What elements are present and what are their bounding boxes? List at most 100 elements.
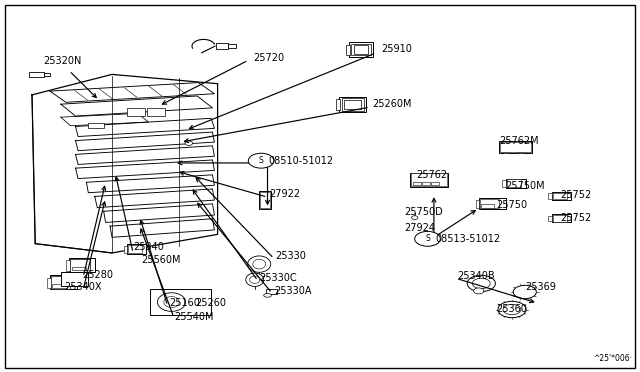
Bar [506, 179, 526, 188]
Text: 08513-51012: 08513-51012 [435, 234, 500, 244]
Bar [44, 73, 50, 76]
Text: 25340B: 25340B [458, 271, 495, 281]
Ellipse shape [498, 301, 526, 318]
Text: 25369: 25369 [525, 282, 556, 292]
Text: 25280: 25280 [82, 270, 113, 279]
Bar [259, 191, 271, 209]
Text: 25320N: 25320N [44, 57, 82, 66]
Bar [553, 193, 567, 199]
Bar [500, 142, 531, 152]
Bar [61, 272, 88, 286]
Bar [50, 275, 77, 289]
Bar [479, 198, 506, 209]
Bar [72, 267, 86, 270]
Ellipse shape [412, 216, 418, 219]
Bar [127, 244, 146, 254]
Text: S: S [259, 156, 264, 165]
Ellipse shape [246, 273, 264, 286]
Ellipse shape [467, 275, 495, 292]
Bar [260, 192, 270, 208]
Bar [336, 99, 340, 110]
Text: S: S [425, 234, 430, 243]
Bar [346, 45, 350, 55]
Bar [552, 192, 571, 200]
Ellipse shape [513, 285, 536, 299]
Bar [339, 97, 366, 112]
Ellipse shape [474, 288, 484, 294]
Circle shape [415, 231, 440, 246]
Bar [411, 173, 447, 186]
Bar [548, 216, 552, 221]
Bar [507, 179, 521, 187]
Ellipse shape [157, 293, 186, 311]
Text: ^25'*006·: ^25'*006· [593, 354, 632, 363]
Ellipse shape [248, 256, 271, 272]
Bar [70, 259, 90, 272]
Text: 25340: 25340 [133, 243, 164, 252]
Text: 25160: 25160 [170, 298, 200, 308]
Bar [553, 215, 567, 222]
Bar [51, 276, 70, 289]
Bar [127, 108, 145, 116]
Bar [52, 284, 67, 288]
Bar [431, 182, 439, 185]
Bar [499, 141, 532, 153]
Bar [47, 278, 51, 288]
Bar [228, 44, 236, 48]
Text: 25910: 25910 [381, 44, 412, 54]
Bar [422, 182, 430, 185]
Bar [410, 173, 448, 187]
Text: 25750D: 25750D [404, 207, 444, 217]
Bar [354, 45, 368, 54]
Circle shape [248, 153, 274, 168]
Text: 25330C: 25330C [259, 273, 297, 283]
Bar [502, 180, 506, 187]
Bar [481, 204, 494, 208]
Bar [517, 152, 524, 153]
Bar [216, 43, 228, 49]
Ellipse shape [264, 294, 271, 297]
Bar [88, 123, 104, 128]
Bar [552, 214, 571, 222]
Bar [413, 182, 421, 185]
Ellipse shape [503, 304, 521, 315]
Bar [150, 289, 211, 315]
Ellipse shape [164, 296, 179, 308]
Ellipse shape [250, 276, 260, 283]
Text: 25340X: 25340X [64, 282, 102, 292]
Bar [124, 246, 127, 253]
Bar [351, 44, 371, 55]
Text: 08510-51012: 08510-51012 [269, 156, 334, 166]
Text: 25752: 25752 [560, 190, 591, 200]
Bar [503, 152, 509, 153]
Text: 25260: 25260 [195, 298, 226, 308]
Text: 25762: 25762 [416, 170, 447, 180]
Bar [349, 42, 373, 57]
Bar [480, 199, 499, 208]
Text: 27922: 27922 [269, 189, 300, 199]
Text: 25260M: 25260M [372, 99, 412, 109]
Bar [342, 98, 364, 111]
Text: 25752: 25752 [560, 213, 591, 222]
Bar [69, 258, 95, 272]
Bar [66, 260, 70, 271]
Text: 25560M: 25560M [141, 255, 180, 264]
Text: 25360: 25360 [496, 304, 527, 314]
Text: 27924: 27924 [404, 223, 435, 232]
Text: 25720: 25720 [253, 53, 284, 62]
Bar [128, 245, 142, 253]
Text: 25750M: 25750M [506, 181, 545, 191]
Text: 25762M: 25762M [499, 137, 539, 146]
Text: 25540M: 25540M [174, 312, 214, 322]
Bar [344, 100, 361, 109]
Bar [29, 72, 44, 77]
Text: 25330A: 25330A [274, 286, 312, 296]
Bar [548, 193, 552, 199]
Bar [476, 200, 479, 208]
Bar [266, 289, 277, 294]
Text: 25330: 25330 [275, 251, 306, 261]
Bar [147, 108, 165, 116]
Ellipse shape [253, 259, 266, 269]
Text: 25750: 25750 [496, 200, 527, 209]
Ellipse shape [472, 278, 490, 289]
